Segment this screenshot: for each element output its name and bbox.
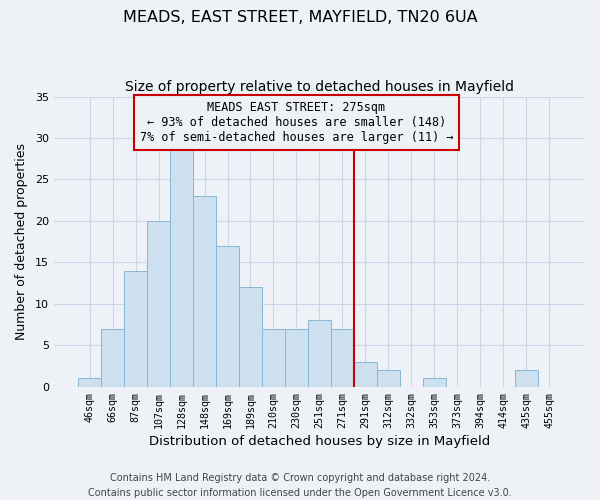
Text: MEADS EAST STREET: 275sqm
← 93% of detached houses are smaller (148)
7% of semi-: MEADS EAST STREET: 275sqm ← 93% of detac…	[140, 100, 453, 144]
Bar	[170, 146, 193, 386]
Text: MEADS, EAST STREET, MAYFIELD, TN20 6UA: MEADS, EAST STREET, MAYFIELD, TN20 6UA	[122, 10, 478, 25]
Bar	[331, 328, 354, 386]
X-axis label: Distribution of detached houses by size in Mayfield: Distribution of detached houses by size …	[149, 434, 490, 448]
Bar	[147, 221, 170, 386]
Title: Size of property relative to detached houses in Mayfield: Size of property relative to detached ho…	[125, 80, 514, 94]
Bar	[377, 370, 400, 386]
Bar	[78, 378, 101, 386]
Bar	[354, 362, 377, 386]
Text: Contains HM Land Registry data © Crown copyright and database right 2024.
Contai: Contains HM Land Registry data © Crown c…	[88, 472, 512, 498]
Bar	[193, 196, 216, 386]
Bar	[515, 370, 538, 386]
Bar	[239, 287, 262, 386]
Bar	[262, 328, 285, 386]
Bar	[423, 378, 446, 386]
Bar	[285, 328, 308, 386]
Y-axis label: Number of detached properties: Number of detached properties	[15, 143, 28, 340]
Bar	[101, 328, 124, 386]
Bar	[124, 270, 147, 386]
Bar	[308, 320, 331, 386]
Bar	[216, 246, 239, 386]
